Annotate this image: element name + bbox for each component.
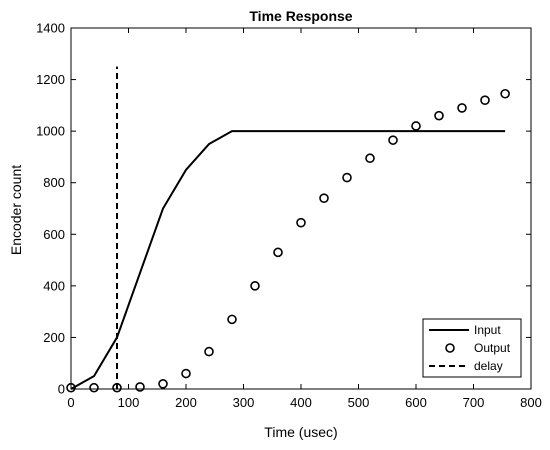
- input-line: [70, 130, 506, 390]
- output-point: [434, 110, 444, 121]
- y-tick-label: 0: [58, 382, 65, 397]
- x-tick-label: 400: [290, 395, 312, 410]
- series-layer: [66, 66, 510, 393]
- x-axis-label: Time (usec): [264, 424, 337, 440]
- legend: Input Output delay: [422, 318, 522, 378]
- legend-label-input: Input: [474, 323, 501, 337]
- x-tick-label: 500: [348, 395, 370, 410]
- output-point: [250, 281, 260, 291]
- legend-label-delay: delay: [474, 359, 503, 373]
- y-axis-ticks: 0 200 400 600 800 1000 1200 1400: [36, 21, 531, 397]
- legend-label-output: Output: [474, 341, 511, 355]
- x-tick-label: 300: [233, 395, 255, 410]
- output-point: [480, 95, 490, 105]
- output-point: [319, 193, 329, 203]
- output-point: [273, 247, 283, 258]
- y-tick-label: 600: [43, 227, 65, 242]
- output-point: [227, 314, 237, 325]
- output-point: [89, 382, 99, 393]
- x-tick-label: 800: [520, 395, 542, 410]
- x-tick-label: 700: [463, 395, 485, 410]
- y-tick-label: 1200: [36, 72, 65, 87]
- output-point: [457, 103, 467, 113]
- x-tick-label: 100: [118, 395, 140, 410]
- output-point: [204, 346, 214, 357]
- output-point: [388, 135, 398, 145]
- chart-title: Time Response: [249, 8, 352, 24]
- x-tick-label: 600: [405, 395, 427, 410]
- output-point: [135, 382, 145, 392]
- output-series: [66, 88, 510, 393]
- output-point: [66, 382, 76, 393]
- output-point: [411, 121, 421, 131]
- y-tick-label: 1400: [36, 21, 65, 36]
- output-point: [365, 153, 375, 164]
- legend-box: [422, 318, 522, 378]
- x-tick-label: 200: [175, 395, 197, 410]
- y-tick-label: 1000: [36, 124, 65, 139]
- x-tick-label: 0: [67, 395, 74, 410]
- output-point: [500, 88, 510, 99]
- x-axis-ticks: 0 100 200 300 400 500 600 700 800: [67, 28, 542, 410]
- output-point: [158, 379, 168, 389]
- output-point: [296, 217, 306, 228]
- legend-swatch-output: [445, 343, 455, 353]
- y-tick-label: 400: [43, 278, 65, 293]
- output-point: [181, 368, 191, 379]
- y-tick-label: 200: [43, 330, 65, 345]
- output-point: [342, 172, 352, 183]
- y-axis-label: Encoder count: [8, 165, 24, 255]
- y-tick-label: 800: [43, 175, 65, 190]
